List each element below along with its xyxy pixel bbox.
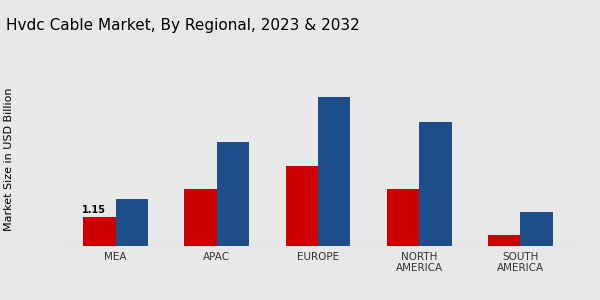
Text: Market Size in USD Billion: Market Size in USD Billion <box>4 87 14 231</box>
Bar <box>83 218 116 246</box>
Bar <box>184 189 217 246</box>
Legend: 2023, 2032: 2023, 2032 <box>458 0 570 4</box>
Bar <box>116 199 148 246</box>
Bar <box>318 97 350 246</box>
Bar <box>520 212 553 246</box>
Bar <box>419 122 452 246</box>
Text: 1.15: 1.15 <box>82 205 106 215</box>
Bar <box>387 189 419 246</box>
Bar <box>286 167 318 246</box>
Bar <box>217 142 249 246</box>
Bar <box>488 235 520 246</box>
Text: Hvdc Cable Market, By Regional, 2023 & 2032: Hvdc Cable Market, By Regional, 2023 & 2… <box>6 18 360 33</box>
